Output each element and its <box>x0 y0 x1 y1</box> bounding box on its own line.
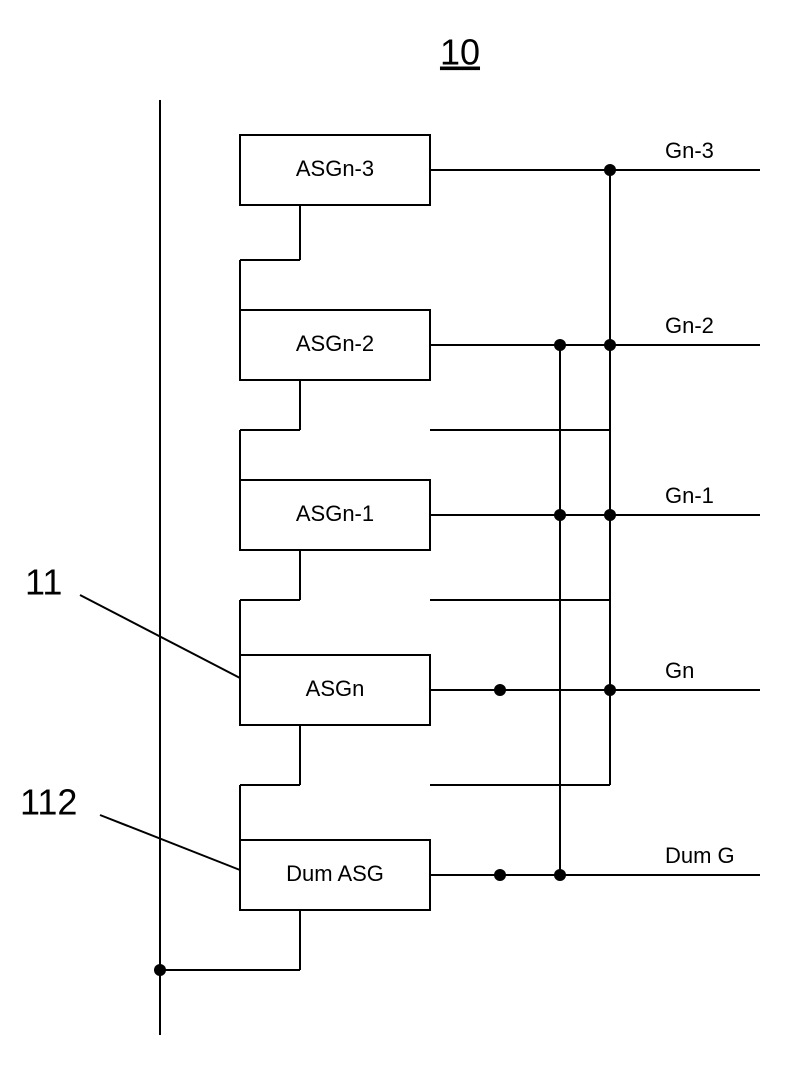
junction-dot-2 <box>604 339 616 351</box>
junction-dot-6 <box>604 684 616 696</box>
block-label-dum_asg: Dum ASG <box>286 861 384 886</box>
block-label-asg_n3: ASGn-3 <box>296 156 374 181</box>
ref-label-0: 11 <box>25 562 62 603</box>
circuit-diagram: 10 ASGn-3 Gn-3 ASGn-2 Gn-2 ASGn-1 Gn-1 ASGn Gn Du… <box>0 0 806 1073</box>
out-label-asg_n1: Gn-1 <box>665 483 714 508</box>
junction-dot-0 <box>604 164 616 176</box>
junction-dot-7 <box>494 869 506 881</box>
block-label-asg_n1: ASGn-1 <box>296 501 374 526</box>
ref-label-1: 112 <box>20 782 77 823</box>
block-label-asg_n: ASGn <box>306 676 365 701</box>
out-label-dum_asg: Dum G <box>665 843 735 868</box>
junction-dot-5 <box>494 684 506 696</box>
out-label-asg_n2: Gn-2 <box>665 313 714 338</box>
junction-dot-4 <box>604 509 616 521</box>
block-label-asg_n2: ASGn-2 <box>296 331 374 356</box>
diagram-title: 10 <box>440 32 480 73</box>
junction-dot-3 <box>554 509 566 521</box>
ref-leader-1 <box>100 815 240 870</box>
out-label-asg_n3: Gn-3 <box>665 138 714 163</box>
junction-dot-9 <box>154 964 166 976</box>
out-label-asg_n: Gn <box>665 658 694 683</box>
junction-dot-1 <box>554 339 566 351</box>
junction-dot-8 <box>554 869 566 881</box>
